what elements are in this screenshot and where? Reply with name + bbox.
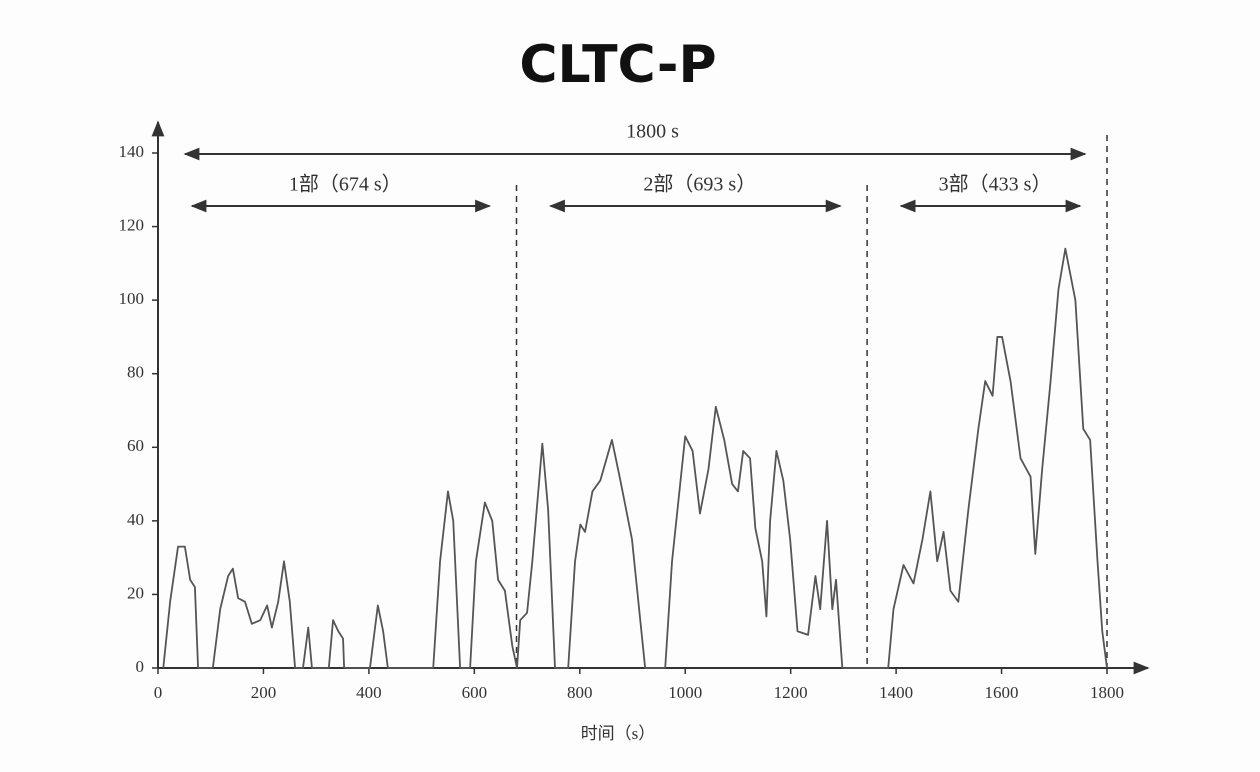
x-tick-label: 200 (251, 683, 277, 702)
annotation: 2部（693 s） (643, 173, 756, 196)
annotation: 3部（433 s） (939, 173, 1052, 196)
y-tick-label: 60 (127, 436, 144, 455)
x-tick-label: 600 (462, 683, 488, 702)
chart-title: CLTC-P (519, 35, 716, 95)
speed-line (162, 247, 1108, 669)
x-tick-label: 800 (567, 683, 593, 702)
x-tick-label: 1400 (879, 683, 913, 702)
y-tick-label: 100 (119, 289, 145, 308)
y-tick-label: 0 (136, 657, 145, 676)
x-tick-label: 1800 (1090, 683, 1124, 702)
x-tick-label: 1200 (774, 683, 808, 702)
x-tick-label: 400 (356, 683, 382, 702)
x-tick-label: 1000 (668, 683, 702, 702)
x-axis-label: 时间（s） (581, 724, 656, 743)
y-tick-label: 140 (119, 142, 145, 161)
y-tick-label: 40 (127, 510, 144, 529)
y-tick-label: 20 (127, 583, 144, 602)
annotation: 1800 s (626, 121, 679, 143)
x-tick-label: 0 (154, 683, 163, 702)
y-tick-label: 120 (119, 215, 145, 234)
x-tick-label: 1600 (985, 683, 1019, 702)
annotation: 1部（674 s） (289, 173, 402, 196)
y-tick-label: 80 (127, 363, 144, 382)
